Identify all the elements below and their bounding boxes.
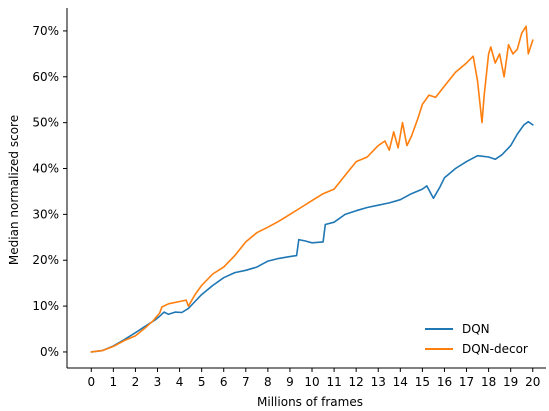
x-tick-label: 16 — [437, 375, 452, 389]
x-tick-label: 17 — [459, 375, 474, 389]
x-tick-label: 1 — [110, 375, 118, 389]
y-tick-label: 60% — [32, 70, 59, 84]
x-tick-label: 0 — [87, 375, 95, 389]
x-tick-label: 8 — [264, 375, 272, 389]
x-tick-label: 3 — [154, 375, 162, 389]
x-tick-label: 14 — [393, 375, 408, 389]
x-tick-label: 10 — [304, 375, 319, 389]
legend: DQN DQN-decor — [425, 322, 528, 356]
x-tick-label: 11 — [326, 375, 341, 389]
series-line-dqn — [90, 120, 534, 353]
y-tick-label: 50% — [32, 116, 59, 130]
x-tick-label: 18 — [481, 375, 496, 389]
x-ticks: 0 1 2 3 4 5 6 7 8 9 10 11 12 13 14 15 16 17 18 19 20 — [87, 368, 540, 389]
y-tick-label: 0% — [40, 345, 59, 359]
y-tick-label: 70% — [32, 24, 59, 38]
x-tick-label: 19 — [503, 375, 518, 389]
y-ticks: 0% 10% 20% 30% 40% 50% 60% 70% — [32, 24, 67, 359]
x-tick-label: 13 — [371, 375, 386, 389]
x-tick-label: 2 — [132, 375, 140, 389]
x-axis-label: Millions of frames — [257, 395, 363, 406]
x-tick-label: 7 — [242, 375, 250, 389]
y-tick-label: 20% — [32, 253, 59, 267]
x-tick-label: 5 — [198, 375, 206, 389]
series-line-dqn-decor — [90, 25, 534, 353]
x-tick-label: 6 — [220, 375, 228, 389]
series-group — [90, 25, 534, 353]
x-tick-label: 20 — [525, 375, 540, 389]
x-tick-label: 12 — [349, 375, 364, 389]
y-axis-label: Median normalized score — [7, 115, 21, 265]
legend-label: DQN — [462, 322, 490, 336]
x-tick-label: 4 — [176, 375, 184, 389]
y-tick-label: 40% — [32, 162, 59, 176]
x-tick-label: 9 — [286, 375, 294, 389]
legend-label: DQN-decor — [462, 342, 528, 356]
x-tick-label: 15 — [415, 375, 430, 389]
y-tick-label: 30% — [32, 207, 59, 221]
y-tick-label: 10% — [32, 299, 59, 313]
